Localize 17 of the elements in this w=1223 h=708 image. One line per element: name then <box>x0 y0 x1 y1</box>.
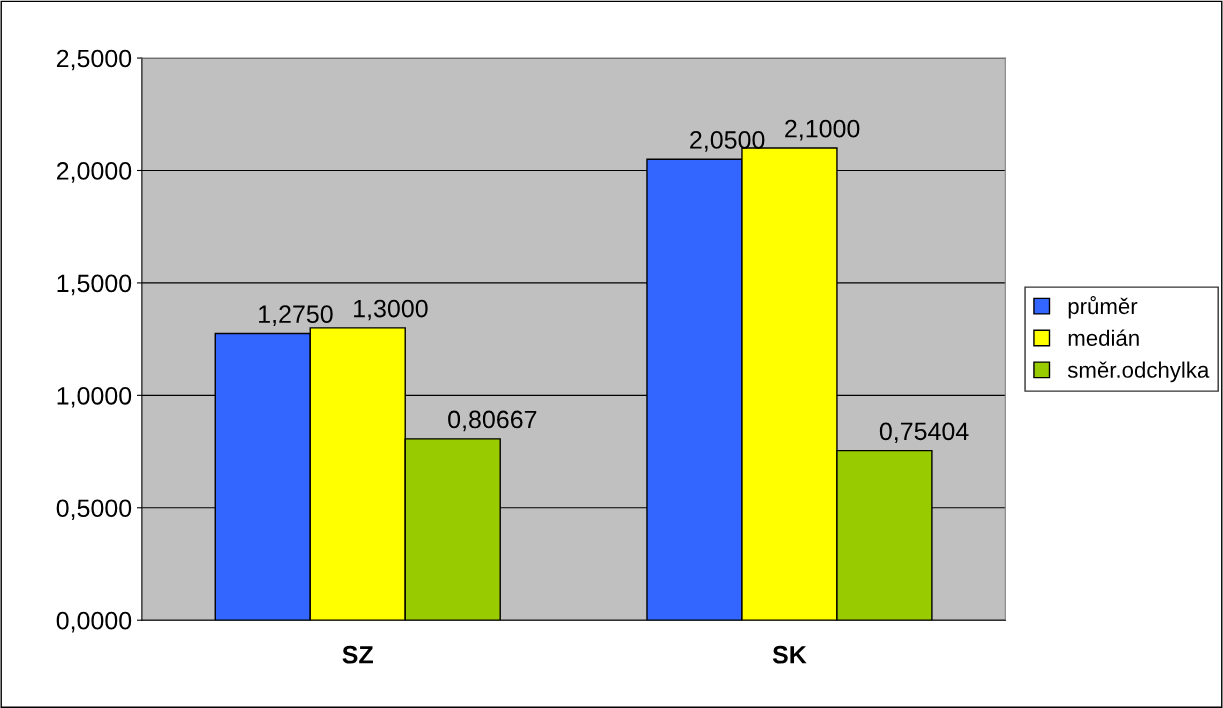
y-tick-label: 2,5000 <box>56 49 132 71</box>
y-tick-label: 2,0000 <box>56 162 132 183</box>
x-tick-label: SZ <box>342 645 373 664</box>
y-tick-label: 1,0000 <box>57 386 132 408</box>
data-label: 1,2750 <box>259 305 333 326</box>
y-tick-label: 0,0000 <box>56 611 132 633</box>
y-tick-label: 1,5000 <box>57 274 132 296</box>
legend-label: průměr <box>1068 296 1138 319</box>
y-tick-label: 0,5000 <box>56 499 132 521</box>
legend-label: směr.odchylka <box>1067 361 1210 383</box>
x-tick-label: SK <box>772 645 807 664</box>
data-label: 2,0500 <box>690 131 765 152</box>
data-label: 0,80667 <box>448 410 537 432</box>
legend-label: medián <box>1068 329 1139 346</box>
data-label: 0,75404 <box>879 422 969 444</box>
data-label: 2,1000 <box>785 119 860 141</box>
data-label: 1,3000 <box>354 299 428 321</box>
